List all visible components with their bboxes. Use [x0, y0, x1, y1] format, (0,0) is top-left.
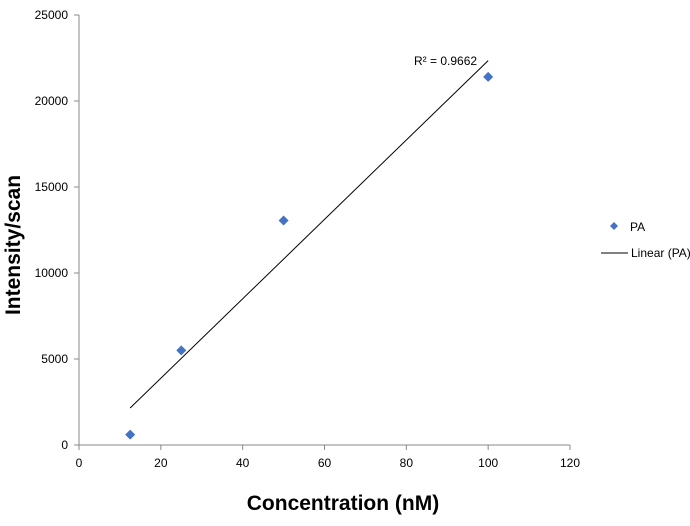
y-tick-label: 0 [61, 438, 68, 452]
legend-marker-pa [610, 222, 618, 230]
trendline-group [129, 60, 489, 409]
x-tick-label: 60 [318, 456, 332, 470]
y-axis-title: Intensity/scan [2, 175, 25, 315]
legend-label-linear: Linear (PA) [631, 246, 690, 260]
y-tick-label: 15000 [35, 180, 69, 194]
x-tick-label: 0 [76, 456, 83, 470]
r2-annotation: R² = 0.9662 [414, 54, 477, 68]
y-tick-label: 20000 [35, 94, 69, 108]
x-tick-label: 120 [560, 456, 580, 470]
x-axis-ticks: 0 20 40 60 80 100 120 [76, 445, 580, 470]
legend: PA Linear (PA) [601, 220, 690, 260]
x-tick-label: 100 [478, 456, 498, 470]
trendline [129, 60, 489, 409]
y-tick-label: 10000 [35, 266, 69, 280]
y-tick-label: 25000 [35, 8, 69, 22]
x-tick-label: 20 [154, 456, 168, 470]
y-tick-label: 5000 [41, 352, 68, 366]
x-tick-label: 40 [236, 456, 250, 470]
data-point-pa [278, 215, 289, 226]
data-point-pa [125, 429, 136, 440]
data-point-pa [176, 345, 187, 356]
axes [78, 15, 570, 446]
y-axis-ticks: 0 5000 10000 15000 20000 25000 [35, 8, 79, 452]
x-tick-label: 80 [400, 456, 414, 470]
data-points [125, 71, 494, 440]
data-point-pa [483, 71, 494, 82]
legend-label-pa: PA [630, 220, 645, 234]
x-axis-title: Concentration (nM) [247, 492, 439, 515]
